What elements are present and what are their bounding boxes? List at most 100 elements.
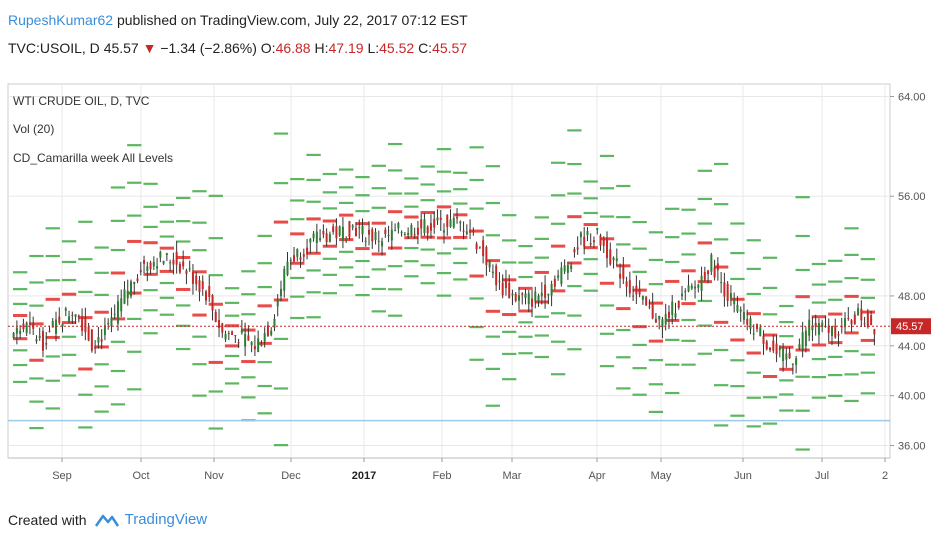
candle-body bbox=[64, 308, 67, 311]
candle-body bbox=[169, 262, 172, 264]
chart-header: RupeshKumar62 published on TradingView.c… bbox=[0, 0, 932, 70]
candle-body bbox=[332, 226, 335, 232]
symbol-label: TVC:USOIL, D bbox=[8, 40, 100, 56]
candle-body bbox=[361, 225, 364, 235]
candle-body bbox=[726, 283, 729, 301]
created-with-text: Created with bbox=[8, 511, 87, 528]
candle-body bbox=[762, 336, 765, 345]
candle-body bbox=[684, 291, 687, 293]
candle-body bbox=[710, 254, 713, 272]
candle-body bbox=[123, 289, 126, 304]
candle-body bbox=[19, 330, 22, 334]
candle-body bbox=[348, 221, 351, 238]
price-axis[interactable]: 64.00 56.00 48.00 44.00 40.00 36.00 bbox=[890, 91, 926, 453]
x-tick-label: Oct bbox=[132, 470, 149, 482]
candle-body bbox=[358, 227, 361, 229]
candle-body bbox=[260, 343, 263, 347]
tradingview-brand[interactable]: TradingView bbox=[124, 511, 208, 528]
candle-body bbox=[495, 265, 498, 286]
time-axis[interactable]: Sep Oct Nov Dec 2017 Feb Mar Apr May Jun Jul 2 bbox=[8, 457, 890, 482]
candle-body bbox=[729, 293, 732, 299]
candle-body bbox=[713, 267, 716, 278]
candle-body bbox=[371, 229, 374, 242]
candle-body bbox=[677, 300, 680, 308]
x-tick-label: Mar bbox=[503, 470, 522, 482]
candle-body bbox=[191, 272, 194, 284]
candle-body bbox=[51, 320, 54, 328]
candle-body bbox=[185, 270, 188, 274]
candle-body bbox=[204, 291, 207, 301]
candle-body bbox=[152, 261, 155, 267]
candle-body bbox=[622, 265, 625, 279]
candle-body bbox=[873, 329, 876, 335]
candle-body bbox=[752, 333, 755, 335]
candle-body bbox=[61, 323, 64, 327]
candle-body bbox=[452, 217, 455, 228]
candle-body bbox=[315, 231, 318, 244]
candle-body bbox=[214, 312, 217, 322]
candle-body bbox=[90, 329, 93, 351]
candle-body bbox=[250, 341, 253, 346]
candle-body bbox=[625, 281, 628, 287]
candle-body bbox=[540, 292, 543, 297]
candle-body bbox=[84, 318, 87, 333]
candle-body bbox=[739, 309, 742, 312]
candle-body bbox=[830, 326, 833, 337]
candle-body bbox=[501, 282, 504, 296]
candle-body bbox=[641, 295, 644, 300]
candle-body bbox=[557, 275, 560, 278]
candle-body bbox=[576, 247, 579, 250]
x-tick-label: 2 bbox=[882, 470, 888, 482]
candle-body bbox=[782, 348, 785, 362]
author-link[interactable]: RupeshKumar62 bbox=[8, 12, 114, 28]
candle-body bbox=[602, 238, 605, 246]
candle-body bbox=[488, 260, 491, 268]
candle-body bbox=[81, 316, 84, 331]
close-label: C: bbox=[418, 40, 433, 56]
candle-body bbox=[354, 227, 357, 237]
candle-body bbox=[742, 312, 745, 320]
candle-body bbox=[276, 299, 279, 307]
candle-body bbox=[798, 344, 801, 349]
candle-body bbox=[377, 240, 380, 242]
candle-body bbox=[661, 319, 664, 328]
candle-body bbox=[113, 313, 116, 315]
candle-body bbox=[364, 240, 367, 242]
candle-body bbox=[694, 286, 697, 289]
candle-body bbox=[778, 348, 781, 351]
candle-body bbox=[436, 217, 439, 221]
candle-body bbox=[306, 247, 309, 255]
candle-body bbox=[857, 308, 860, 316]
candle-body bbox=[45, 343, 48, 345]
candle-body bbox=[524, 293, 527, 299]
candle-body bbox=[94, 346, 97, 349]
candle-body bbox=[136, 278, 139, 282]
candle-body bbox=[723, 282, 726, 297]
candle-body bbox=[201, 281, 204, 289]
low-label: L: bbox=[367, 40, 380, 56]
candle-body bbox=[48, 330, 51, 332]
candle-body bbox=[420, 219, 423, 229]
legend-volume: Vol (20) bbox=[13, 122, 54, 136]
candle-body bbox=[218, 319, 221, 329]
published-text: published on TradingView.com, July 22, 2… bbox=[116, 12, 468, 28]
candle-body bbox=[77, 315, 80, 318]
candle-body bbox=[746, 318, 749, 325]
candle-body bbox=[491, 271, 494, 274]
candle-body bbox=[681, 293, 684, 297]
candle-body bbox=[384, 229, 387, 235]
candle-body bbox=[165, 253, 168, 256]
candle-body bbox=[394, 230, 397, 232]
candle-body bbox=[589, 243, 592, 245]
candle-body bbox=[240, 329, 243, 333]
candle-body bbox=[733, 299, 736, 305]
candle-body bbox=[850, 320, 853, 325]
y-tick-label: 44.00 bbox=[898, 341, 926, 353]
candle-body bbox=[609, 249, 612, 265]
candle-body bbox=[837, 334, 840, 336]
candle-body bbox=[133, 281, 136, 284]
candle-body bbox=[416, 227, 419, 235]
candle-body bbox=[765, 341, 768, 350]
price-chart[interactable]: 45.57 64.00 56.00 48.00 44.00 40.00 36.00 Sep… bbox=[0, 0, 932, 500]
candle-body bbox=[749, 318, 752, 329]
